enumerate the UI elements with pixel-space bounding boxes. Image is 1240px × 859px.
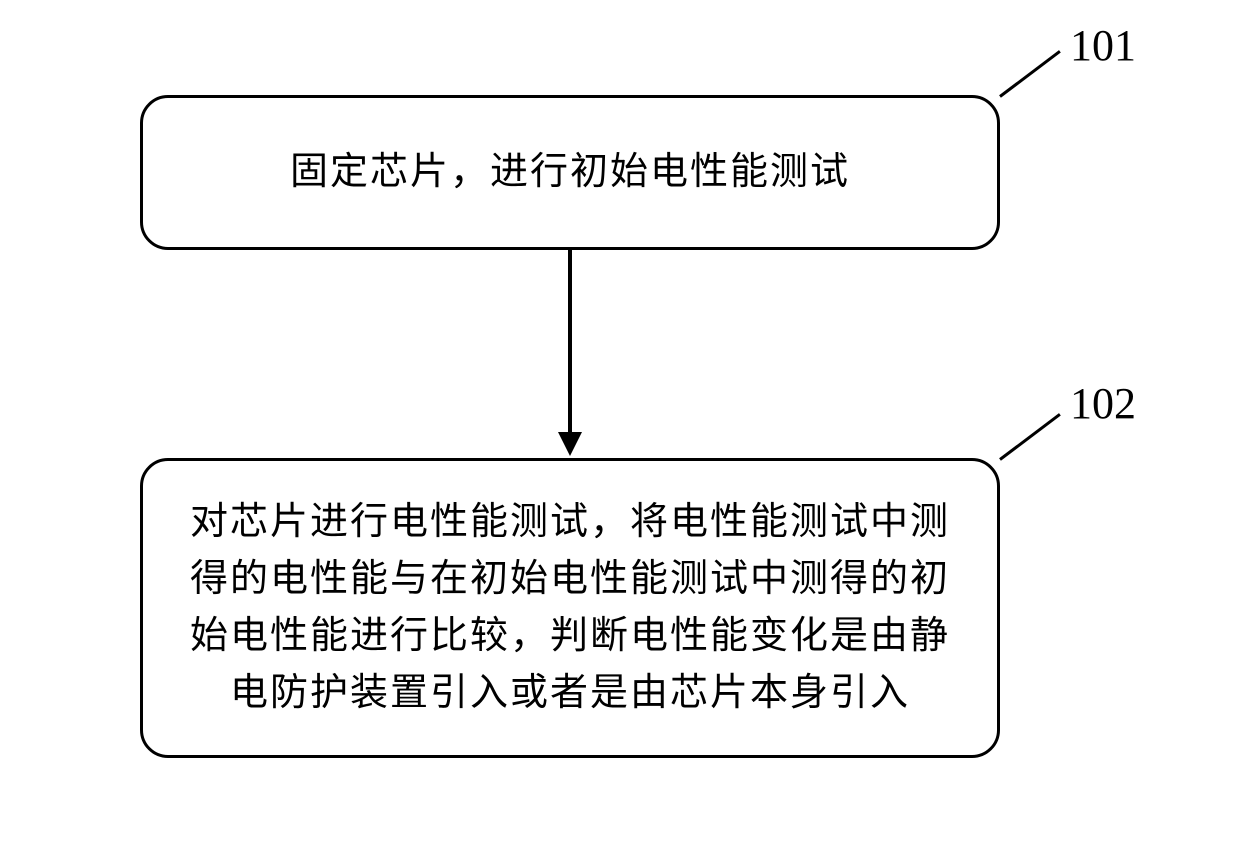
node-1-text: 固定芯片，进行初始电性能测试 xyxy=(290,144,850,201)
node-2-text: 对芯片进行电性能测试，将电性能测试中测得的电性能与在初始电性能测试中测得的初始电… xyxy=(183,494,957,722)
node-1-label-line xyxy=(999,50,1061,98)
flowchart-node-2: 对芯片进行电性能测试，将电性能测试中测得的电性能与在初始电性能测试中测得的初始电… xyxy=(140,458,1000,758)
node-1-label: 101 xyxy=(1070,20,1136,71)
node-2-label-line xyxy=(999,413,1061,461)
flow-arrow-head xyxy=(558,432,582,456)
flowchart-container: 固定芯片，进行初始电性能测试 101 对芯片进行电性能测试，将电性能测试中测得的… xyxy=(0,0,1240,859)
flowchart-node-1: 固定芯片，进行初始电性能测试 xyxy=(140,95,1000,250)
flow-arrow-line xyxy=(568,250,572,434)
node-2-label: 102 xyxy=(1070,378,1136,429)
